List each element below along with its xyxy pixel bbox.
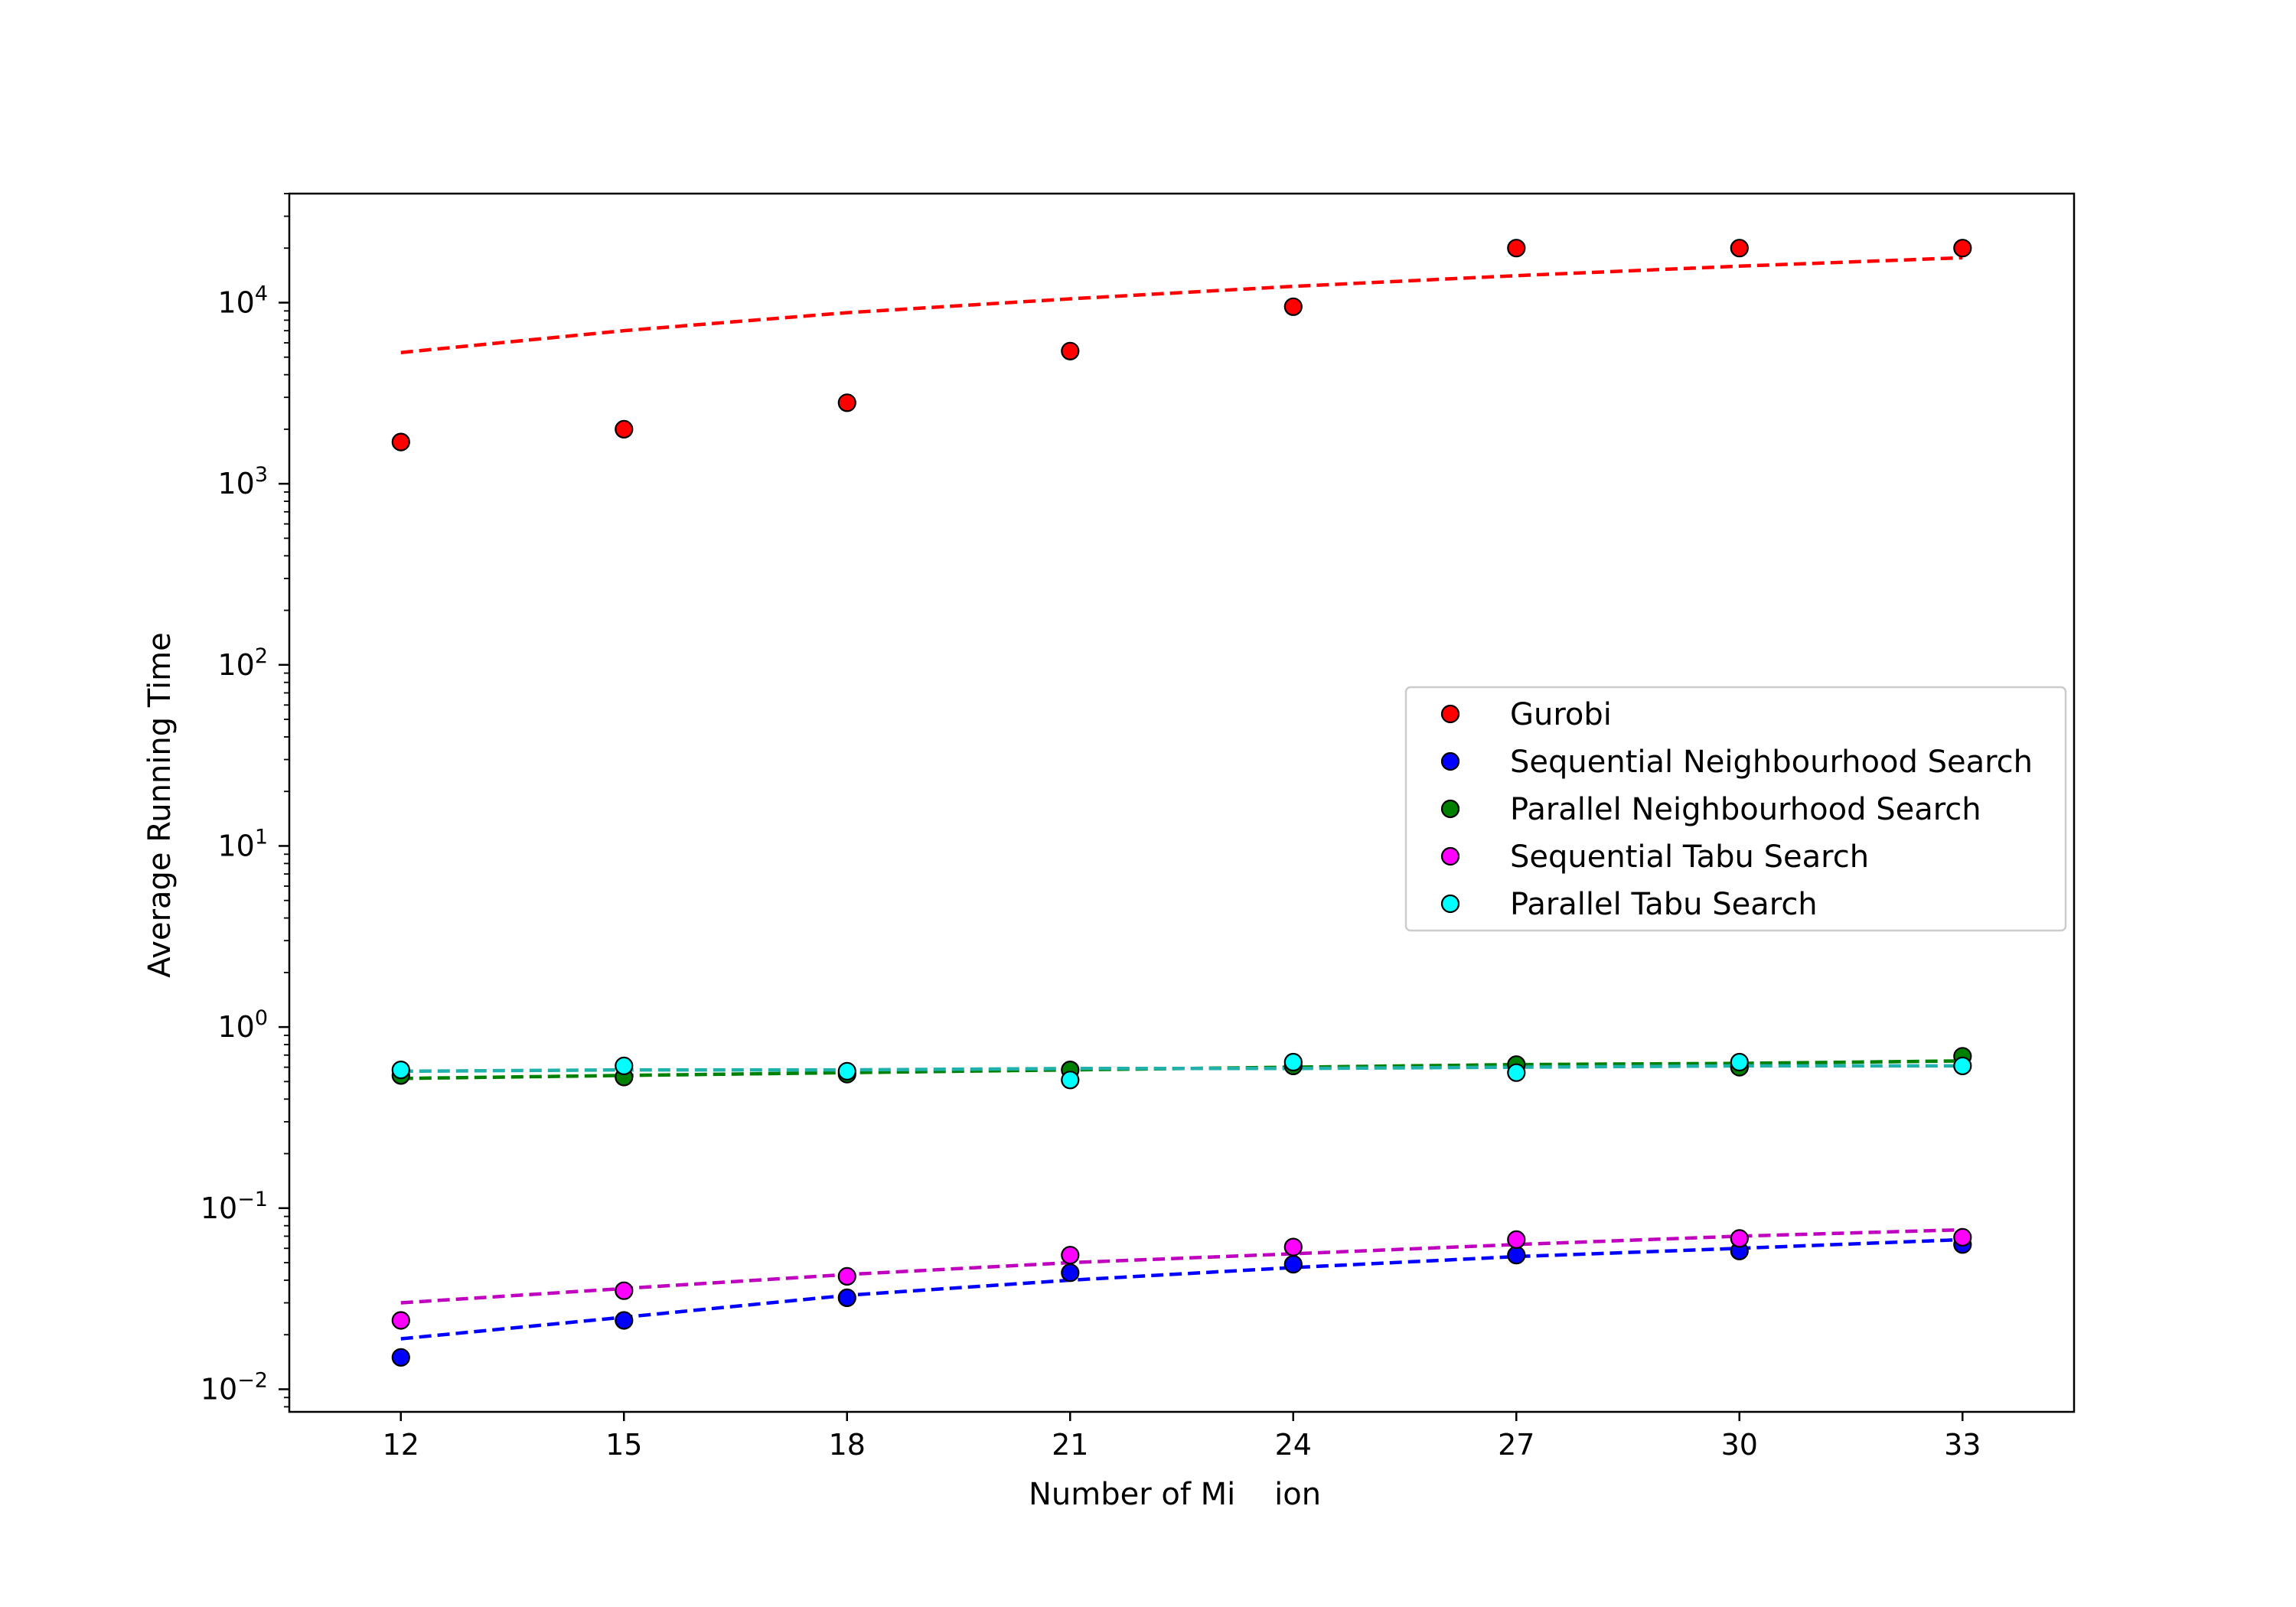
legend: Gurobi Sequential Neighbourhood Search Par… <box>1404 686 2067 932</box>
data-point-0 <box>615 419 634 439</box>
trend-line-1 <box>400 1237 1963 1341</box>
legend-label: Gurobi <box>1510 697 1612 732</box>
x-tick-label: 33 <box>1944 1428 1981 1462</box>
y-axis-title: Average Running Time <box>142 632 178 977</box>
data-point-1 <box>391 1348 410 1367</box>
y-tick-base: 10 <box>217 829 254 862</box>
data-point-4 <box>837 1061 856 1081</box>
legend-label: Parallel Neighbourhood Search <box>1510 792 1981 827</box>
y-tick-exponent: −2 <box>237 1368 268 1392</box>
data-point-3 <box>391 1311 410 1330</box>
data-point-4 <box>1507 1063 1526 1082</box>
data-point-1 <box>615 1311 634 1330</box>
data-point-0 <box>1507 239 1526 258</box>
y-tick-base: 10 <box>201 1191 237 1225</box>
x-axis: 12 15 18 21 24 27 30 33 <box>383 1412 1981 1462</box>
y-tick-base: 10 <box>217 285 254 319</box>
legend-label: Sequential Neighbourhood Search <box>1510 745 2033 780</box>
data-point-3 <box>615 1281 634 1300</box>
y-tick-label: 10−2 <box>201 1368 268 1406</box>
legend-marker <box>1440 846 1460 866</box>
legend-marker <box>1440 704 1460 724</box>
y-tick-label: 10−1 <box>201 1188 268 1225</box>
x-axis-title: Number of Mi ion <box>1029 1477 1321 1512</box>
legend-marker <box>1440 799 1460 819</box>
data-point-0 <box>1953 239 1972 258</box>
y-tick-label: 100 <box>217 1006 268 1044</box>
x-tick-label: 24 <box>1275 1428 1312 1462</box>
y-tick-base: 10 <box>201 1372 237 1406</box>
data-point-3 <box>1061 1246 1080 1265</box>
legend-box <box>1404 686 2067 932</box>
legend-label: Parallel Tabu Search <box>1510 887 1818 922</box>
legend-marker <box>1440 894 1460 914</box>
legend-marker <box>1440 751 1460 771</box>
y-tick-label: 104 <box>217 282 268 319</box>
data-point-0 <box>837 393 856 412</box>
data-point-4 <box>391 1060 410 1080</box>
plot-area <box>391 239 1972 1367</box>
y-tick-base: 10 <box>217 1010 254 1044</box>
data-point-1 <box>837 1288 856 1308</box>
data-point-3 <box>1507 1230 1526 1250</box>
y-tick-exponent: 1 <box>255 825 268 849</box>
trend-line-4 <box>400 1064 1963 1074</box>
y-tick-exponent: 3 <box>255 463 268 487</box>
y-tick-exponent: −1 <box>237 1188 268 1211</box>
data-point-4 <box>1283 1052 1303 1072</box>
x-tick-label: 21 <box>1052 1428 1088 1462</box>
y-tick-exponent: 4 <box>255 282 268 305</box>
y-tick-exponent: 0 <box>255 1006 268 1030</box>
y-tick-label: 102 <box>217 644 268 682</box>
y-tick-exponent: 2 <box>255 644 268 668</box>
data-point-4 <box>1061 1071 1080 1090</box>
y-tick-base: 10 <box>217 648 254 682</box>
data-point-4 <box>615 1056 634 1076</box>
y-tick-label: 103 <box>217 463 268 500</box>
data-point-4 <box>1953 1056 1972 1076</box>
data-point-1 <box>1061 1263 1080 1283</box>
x-tick-label: 15 <box>605 1428 642 1462</box>
plot-frame <box>288 192 2076 1413</box>
y-tick-base: 10 <box>217 467 254 500</box>
data-point-0 <box>1283 297 1303 316</box>
data-point-1 <box>1507 1246 1526 1265</box>
data-point-1 <box>1283 1254 1303 1274</box>
x-tick-label: 12 <box>383 1428 419 1462</box>
data-point-0 <box>391 432 410 451</box>
y-tick-label: 101 <box>217 825 268 862</box>
data-point-4 <box>1730 1052 1749 1072</box>
x-tick-label: 30 <box>1721 1428 1758 1462</box>
x-tick-label: 27 <box>1498 1428 1534 1462</box>
data-point-0 <box>1061 341 1080 360</box>
legend-label: Sequential Tabu Search <box>1510 839 1869 875</box>
data-point-3 <box>1283 1237 1303 1257</box>
data-point-3 <box>837 1266 856 1286</box>
data-point-0 <box>1730 239 1749 258</box>
trend-line-3 <box>400 1227 1963 1305</box>
x-tick-label: 18 <box>829 1428 866 1462</box>
data-point-3 <box>1953 1227 1972 1247</box>
trend-line-0 <box>400 256 1963 354</box>
data-point-3 <box>1730 1229 1749 1248</box>
